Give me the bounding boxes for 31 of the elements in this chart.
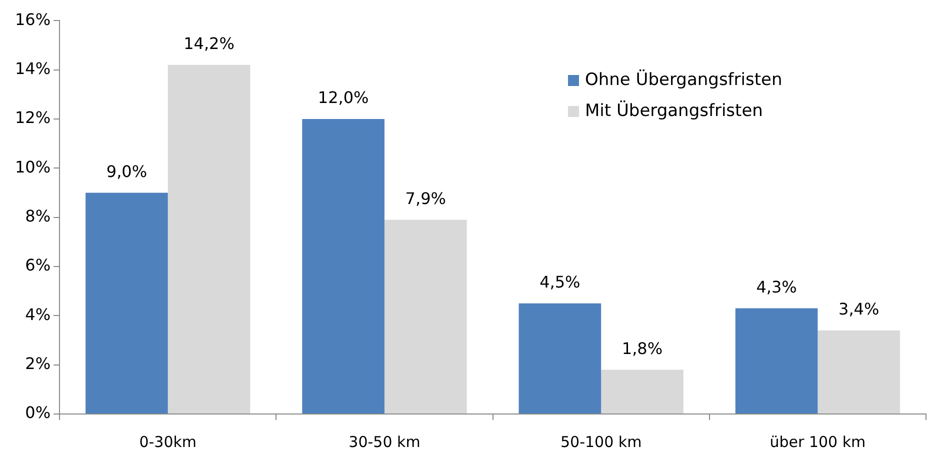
y-tick-label: 14% (15, 58, 51, 78)
bar (384, 220, 467, 414)
data-label: 1,8% (622, 338, 663, 358)
y-tick-label: 10% (15, 157, 51, 176)
bar (601, 370, 684, 414)
y-tick-label: 6% (25, 256, 51, 275)
x-tick-label: 50-100 km (560, 432, 642, 451)
y-tick-label: 8% (25, 206, 51, 226)
data-label: 4,3% (756, 277, 797, 296)
bar (735, 308, 818, 414)
bar (302, 118, 384, 414)
bar (168, 64, 250, 414)
y-tick-label: 12% (15, 108, 51, 128)
x-tick-label: 0-30km (139, 432, 197, 451)
data-label: 3,4% (838, 300, 880, 319)
bar (518, 303, 602, 414)
y-tick-label: 2% (25, 354, 51, 373)
data-label: 9,0% (106, 162, 148, 181)
legend-label: Ohne Übergangsfristen (585, 70, 782, 90)
data-label: 14,2% (184, 34, 234, 54)
data-label: 7,9% (405, 188, 446, 208)
x-tick-label: über 100 km (770, 432, 866, 451)
data-label: 12,0% (318, 88, 369, 108)
bar (86, 192, 168, 414)
y-tick-label: 16% (15, 10, 51, 29)
y-tick-label: 4% (25, 304, 51, 324)
x-tick-label: 30-50 km (348, 432, 420, 451)
y-tick-label: 0% (25, 403, 51, 422)
data-label: 4,5% (540, 272, 580, 292)
legend-label: Mit Übergangsfristen (585, 101, 763, 121)
bar (818, 330, 900, 414)
